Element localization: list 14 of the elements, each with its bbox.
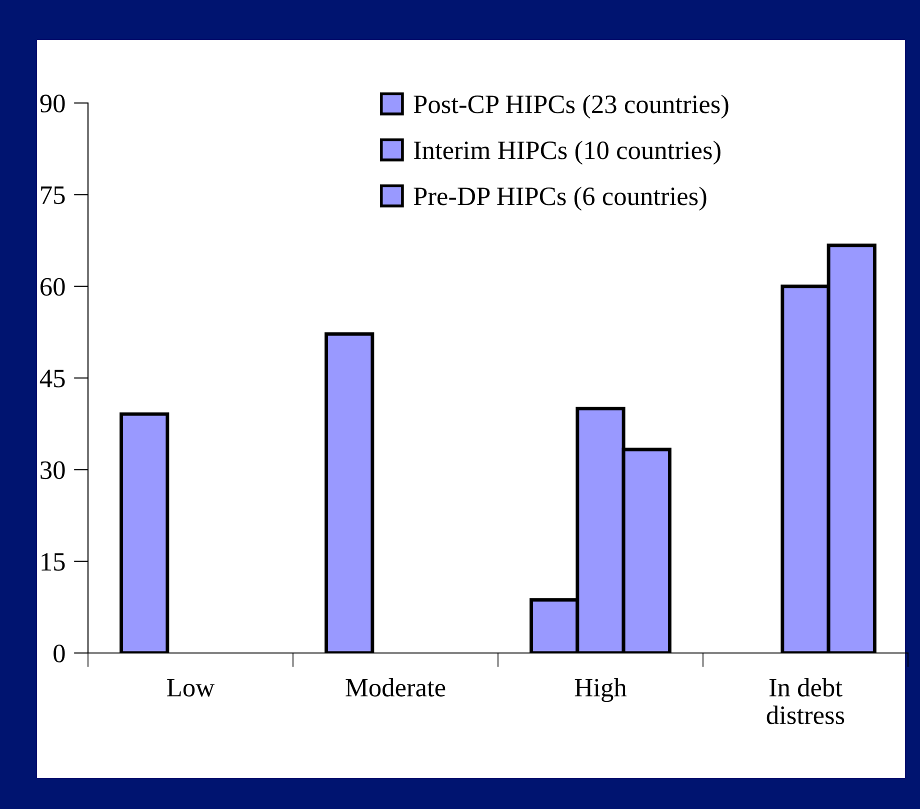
x-tick-label: High xyxy=(574,678,627,702)
x-tick-label: Low xyxy=(167,679,215,697)
y-tick-label: 0 xyxy=(54,644,65,662)
legend-label: Interim HIPCs (10 countries) xyxy=(414,140,720,165)
y-tick-label: 45 xyxy=(40,370,65,388)
x-tick-label: Moderate xyxy=(346,678,446,697)
legend-label: Post-CP HIPCs (23 countries) xyxy=(414,94,728,119)
y-tick-label: 90 xyxy=(40,94,65,112)
y-tick-label: 75 xyxy=(41,186,65,204)
x-tick-label: In debt distress xyxy=(766,678,844,724)
y-tick-label: 15 xyxy=(42,553,65,571)
y-tick-label: 30 xyxy=(40,461,65,480)
y-tick-label: 60 xyxy=(40,278,65,296)
legend-label: Pre-DP HIPCs (6 countries) xyxy=(414,186,706,211)
